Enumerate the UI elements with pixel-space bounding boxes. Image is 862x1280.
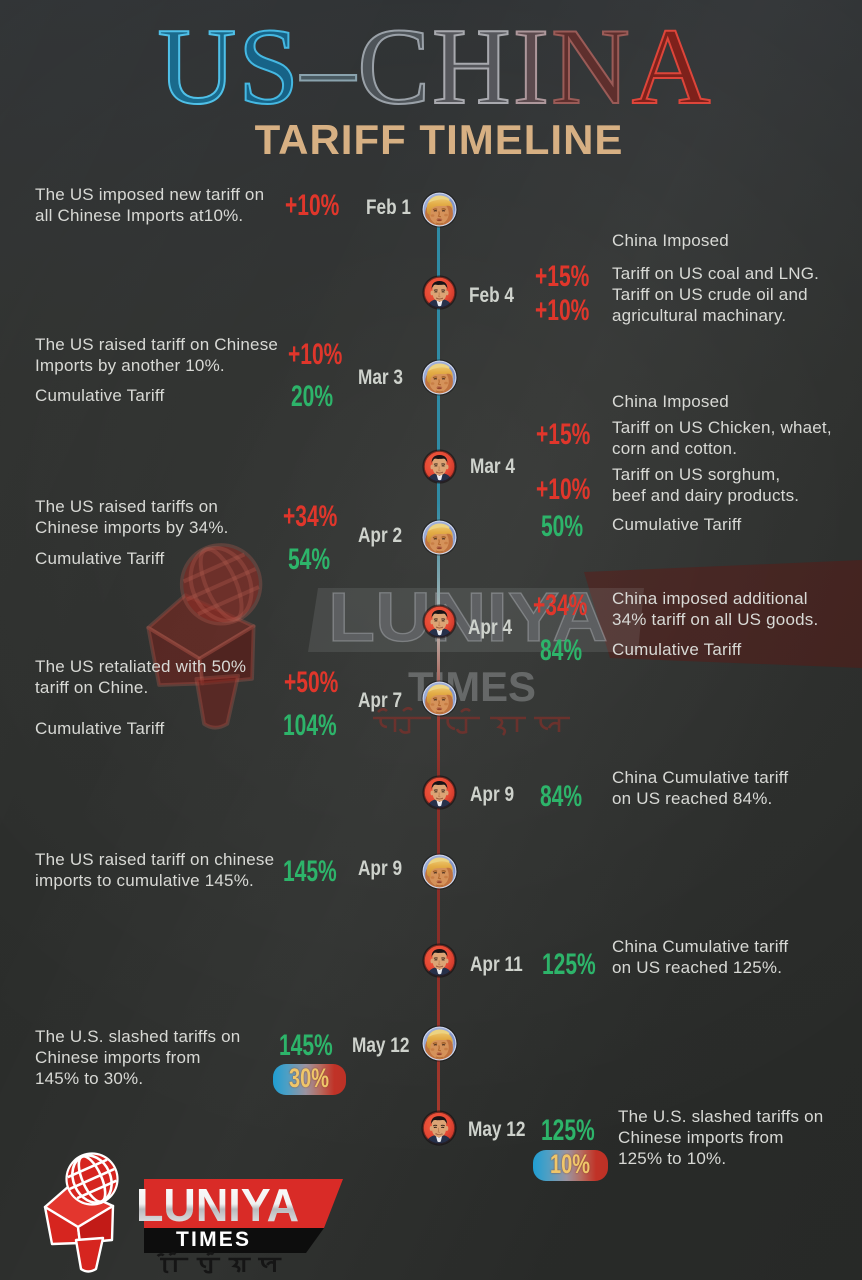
svg-text:TIMES: TIMES <box>176 1228 253 1251</box>
svg-text:LUNIYA: LUNIYA <box>328 578 608 656</box>
svg-text:LUNIYA: LUNIYA <box>136 1179 299 1231</box>
